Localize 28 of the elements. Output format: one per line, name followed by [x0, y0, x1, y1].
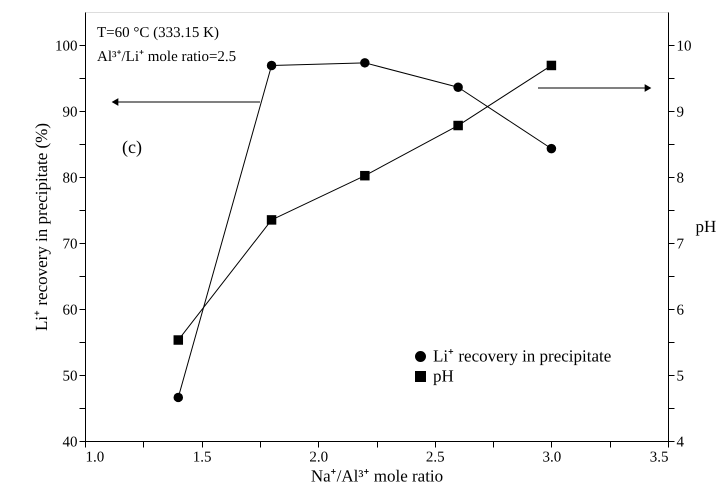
legend-label: Li⁺ recovery in precipitate — [433, 346, 612, 366]
legend-label: pH — [433, 366, 454, 386]
annotation: Al³⁺/Li⁺ mole ratio=2.5 — [97, 49, 236, 65]
y-tick-label: 80 — [62, 170, 78, 186]
annotation: (c) — [122, 137, 142, 157]
y-tick-label: 70 — [62, 236, 78, 252]
annotation: T=60 °C (333.15 K) — [97, 25, 219, 41]
y-axis-title: Li⁺ recovery in precipitate (%) — [32, 122, 51, 332]
y-tick-label: 50 — [62, 368, 78, 384]
x-tick-label: 2.5 — [426, 450, 445, 466]
y-tick-label: 100 — [55, 38, 78, 54]
y2-tick-label: 6 — [676, 302, 684, 318]
x-tick-label: 2.0 — [309, 450, 328, 466]
y2-tick-label: 5 — [676, 368, 684, 384]
y2-tick-label: 8 — [676, 170, 684, 186]
y2-tick-label: 10 — [676, 38, 692, 54]
y-tick-label: 40 — [62, 434, 78, 450]
y-tick-label: 90 — [62, 104, 78, 120]
x-tick-label: 1.0 — [86, 450, 104, 466]
y2-axis-title: pH — [696, 217, 716, 236]
x-tick-label: 3.5 — [650, 450, 668, 466]
y2-tick-label: 4 — [676, 434, 684, 450]
x-axis-title: Na⁺/Al³⁺ mole ratio — [310, 466, 444, 486]
y-tick-label: 60 — [62, 302, 78, 318]
y2-tick-label: 7 — [676, 236, 684, 252]
y2-tick-label: 9 — [676, 104, 684, 120]
x-tick-label: 1.5 — [192, 450, 212, 466]
x-tick-label: 3.0 — [542, 450, 562, 466]
